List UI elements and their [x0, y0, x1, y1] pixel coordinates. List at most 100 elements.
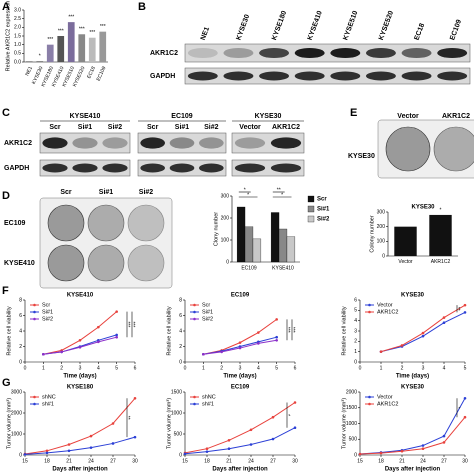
- series-line: [184, 402, 296, 454]
- significance: ***: [130, 321, 136, 327]
- y-tick-label: 2.5: [14, 16, 21, 22]
- lane-label: Scr: [147, 124, 159, 131]
- y-tick-label: 300: [221, 193, 230, 199]
- legend-marker: [33, 402, 36, 406]
- significance: ***: [285, 327, 291, 333]
- y-tick-label: 1: [354, 349, 357, 355]
- x-tick-label: 18: [44, 458, 50, 464]
- blot-band: [102, 163, 128, 173]
- lane-label: NE1: [200, 26, 211, 41]
- data-point: [421, 331, 425, 335]
- legend-label: Si#2: [317, 217, 330, 223]
- legend-label: Scr: [202, 302, 210, 308]
- well: [385, 126, 431, 172]
- well: [127, 244, 165, 282]
- data-point: [275, 318, 278, 321]
- legend-marker: [368, 310, 371, 314]
- bar: [99, 31, 107, 62]
- x-tick-label: EC109: [241, 265, 257, 271]
- series-line: [359, 416, 466, 455]
- chart-title: KYSE410: [67, 293, 94, 299]
- legend-swatch: [307, 195, 315, 203]
- y-axis-label: Tumor volume (mm³): [341, 398, 347, 449]
- data-point: [115, 335, 118, 339]
- x-tick-label: 5: [464, 365, 467, 371]
- x-axis-label: Time (days): [223, 374, 256, 380]
- significance: ***: [58, 28, 64, 34]
- chart-title: EC109: [231, 385, 250, 391]
- y-tick-label: 8: [179, 297, 182, 303]
- chart-title: KYSE30: [411, 205, 435, 211]
- significance: *: [39, 53, 41, 59]
- x-tick-label: 24: [88, 458, 94, 464]
- x-tick-label: 15: [182, 458, 188, 464]
- x-tick-label: 4: [443, 365, 446, 371]
- x-tick-label: 30: [462, 458, 468, 464]
- data-point: [463, 397, 467, 400]
- bar: [46, 44, 54, 62]
- blot-band: [223, 47, 254, 59]
- y-axis-label: Tumor volume (mm³): [166, 398, 172, 449]
- y-tick-label: 0: [19, 452, 22, 458]
- y-tick-label: 3.0: [14, 7, 21, 13]
- blot-band: [199, 163, 224, 173]
- data-point: [45, 451, 49, 455]
- x-tick-label: EC109: [96, 65, 108, 82]
- data-point: [23, 453, 27, 456]
- data-point: [205, 450, 209, 453]
- group-label: EC109: [171, 113, 193, 120]
- significance: ***: [125, 321, 131, 327]
- lane-label: Si#2: [204, 124, 219, 131]
- x-tick-label: 21: [399, 458, 405, 464]
- data-point: [111, 442, 115, 445]
- data-point: [379, 350, 383, 353]
- significance: *: [281, 192, 283, 198]
- legend-label: Si#1: [42, 309, 53, 315]
- data-point: [45, 449, 49, 453]
- legend-label: sh#1: [42, 401, 54, 407]
- x-tick-label: 15: [357, 458, 363, 464]
- data-point: [227, 439, 231, 442]
- y-tick-label: 2000: [346, 389, 357, 395]
- x-tick-label: 24: [248, 458, 254, 464]
- legend-swatch: [307, 215, 315, 223]
- series-line: [359, 398, 466, 455]
- y-tick-label: 2: [179, 344, 182, 350]
- data-point: [442, 316, 446, 319]
- blot-band: [140, 137, 165, 149]
- legend-label: shNC: [42, 394, 56, 400]
- blot-membrane: [137, 132, 227, 154]
- panel-letter: F: [2, 285, 9, 297]
- y-tick-label: 8: [19, 297, 22, 303]
- panel-letter: C: [2, 107, 10, 119]
- y-tick-label: 1500: [171, 389, 182, 395]
- blot-band: [270, 163, 302, 173]
- y-tick-label: 6: [179, 313, 182, 319]
- lane-label: Scr: [49, 124, 61, 131]
- data-point: [89, 446, 93, 449]
- y-tick-label: 1000: [11, 431, 22, 437]
- significance: ***: [79, 27, 85, 33]
- x-tick-label: 24: [420, 458, 426, 464]
- lane-label: Si#1: [78, 124, 93, 131]
- y-tick-label: 2.0: [14, 25, 21, 31]
- significance: ***: [290, 327, 296, 333]
- bar: [236, 206, 246, 263]
- blot-band: [140, 163, 165, 173]
- blot-band: [42, 163, 68, 173]
- data-point: [78, 339, 82, 342]
- data-point: [238, 341, 242, 344]
- x-tick-label: 18: [378, 458, 384, 464]
- panel-letter: D: [2, 190, 10, 202]
- data-point: [271, 415, 275, 419]
- y-tick-label: 6: [354, 297, 357, 303]
- y-tick-label: 3: [354, 328, 357, 334]
- x-tick-label: 6: [134, 365, 137, 371]
- significance: ***: [68, 14, 74, 20]
- legend-marker: [368, 395, 371, 399]
- blot-band: [365, 71, 396, 81]
- x-tick-label: 2: [60, 365, 63, 371]
- blot-band: [401, 71, 432, 81]
- y-tick-label: 1.0: [14, 42, 21, 48]
